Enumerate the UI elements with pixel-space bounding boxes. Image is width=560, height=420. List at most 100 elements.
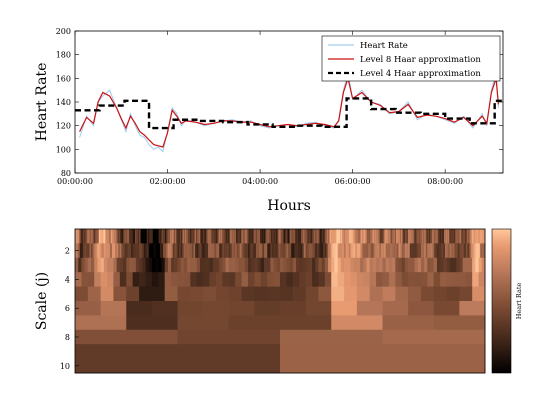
heatmap-cell: [199, 229, 202, 244]
heatmap-cell: [141, 229, 143, 244]
heatmap-cell: [336, 229, 338, 244]
heatmap-cell: [412, 229, 415, 244]
heatmap-cell: [80, 229, 82, 244]
heatmap-cell: [124, 229, 126, 244]
heatmap-cell: [472, 286, 486, 302]
heatmap-cell: [433, 243, 436, 259]
heatmap-cell: [217, 243, 220, 259]
heatmap-cell: [148, 257, 153, 273]
heatmap-cell: [420, 229, 422, 244]
heatmap-cell: [458, 229, 460, 244]
heatmap-cell: [419, 229, 421, 244]
heatmap-cell: [350, 243, 353, 259]
heatmap-cell: [75, 286, 89, 302]
heatmap-cell: [177, 286, 191, 302]
heatmap-cell: [83, 229, 85, 244]
heatmap-cell: [304, 229, 306, 244]
heatmap-cell: [273, 272, 281, 287]
heatmap-cell: [83, 229, 86, 244]
heatmap-cell: [437, 229, 439, 244]
heatmap-cell: [189, 229, 191, 244]
heatmap-cell: [392, 229, 395, 244]
heatmap-cell: [151, 229, 154, 244]
heatmap-cell: [460, 243, 463, 259]
heatmap-cell: [483, 229, 485, 244]
heatmap-cell: [308, 229, 311, 244]
heatmap-cell: [242, 229, 244, 244]
heatmap-cell: [404, 243, 407, 259]
heatmap-cell: [395, 257, 399, 273]
heatmap-cell: [280, 257, 284, 273]
heatmap-cell: [444, 229, 446, 244]
heatmap-cell: [164, 243, 167, 259]
heatmap-cell: [229, 229, 231, 244]
heatmap-cell: [337, 243, 340, 259]
heatmap-cell: [191, 229, 194, 244]
heatmap-cell: [392, 243, 395, 259]
heatmap-cell: [373, 229, 375, 244]
heatmap-cell: [126, 272, 134, 287]
heatmap-cell: [358, 229, 360, 244]
heatmap-cell: [228, 243, 231, 259]
heatmap-cell: [267, 243, 270, 259]
heatmap-cell: [172, 243, 175, 259]
legend-label-level4: Level 4 Haar approximation: [360, 69, 481, 79]
heatmap-cell: [300, 229, 302, 244]
heatmap-cell: [372, 229, 375, 244]
heatmap-cell: [116, 229, 118, 244]
heatmap-cell: [273, 229, 275, 244]
heatmap-cell: [225, 243, 228, 259]
heatmap-cell: [292, 272, 300, 287]
heatmap-cell: [385, 243, 388, 259]
heatmap-cell: [164, 257, 169, 273]
heatmap-cell: [395, 229, 397, 244]
heatmap-cell: [202, 229, 204, 244]
heatmap-cell: [292, 286, 307, 302]
heatmap-cell: [227, 229, 229, 244]
heatmap-cell: [449, 243, 452, 259]
heatmap-cell: [235, 257, 239, 273]
heatmap-cell: [330, 229, 332, 244]
heatmap-cell: [87, 257, 92, 273]
heatmap-cell: [451, 243, 454, 259]
heatmap-cell: [262, 229, 264, 244]
heatmap-cell: [187, 229, 189, 244]
heatmap-cell: [310, 243, 313, 259]
heatmap-cell: [220, 229, 222, 244]
heatmap-cell: [100, 272, 108, 287]
heatmap-cell: [454, 229, 456, 244]
heatmap-cell: [403, 229, 405, 244]
heatmap-cell: [331, 315, 383, 331]
heatmap-cell: [389, 229, 391, 244]
heatmap-cell: [375, 229, 377, 244]
heatmap-cell: [151, 286, 166, 302]
heatmap-cell: [331, 229, 333, 244]
heatmap-cell: [183, 229, 186, 244]
heatmap-cell: [151, 257, 156, 273]
y-axis-title: Heart Rate: [34, 63, 50, 142]
heatmap-cell: [423, 229, 425, 244]
heatmap-cell: [91, 243, 94, 259]
heatmap-cell: [382, 315, 435, 331]
heatmap-cell: [199, 243, 202, 259]
heatmap-cell: [123, 229, 126, 244]
heatmap-cell: [193, 229, 195, 244]
heatmap-cell: [354, 229, 356, 244]
heatmap-cell: [360, 229, 363, 244]
heatmap-cell: [275, 229, 277, 244]
legend-label-level8: Level 8 Haar approximation: [360, 55, 481, 65]
heatmap-cell: [160, 229, 162, 244]
heatmap-cell: [410, 229, 412, 244]
heatmap-cell: [387, 229, 389, 244]
heatmap-cell: [334, 243, 337, 259]
heatmap-cell: [259, 243, 262, 259]
heatmap-cell: [443, 243, 446, 259]
heatmap-cell: [399, 229, 401, 244]
heatmap-cell: [481, 243, 484, 259]
heatmap-cell: [400, 229, 403, 244]
heatmap-cell: [366, 257, 371, 273]
heatmap-cell: [457, 229, 459, 244]
heatmap-cell: [478, 257, 483, 273]
heatmap-cell: [428, 229, 430, 244]
heatmap-cell: [193, 257, 198, 273]
